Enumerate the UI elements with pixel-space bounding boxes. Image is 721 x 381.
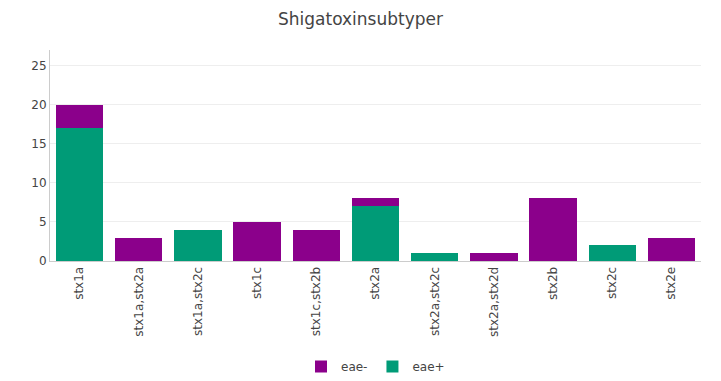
svg-text:0: 0 (39, 254, 47, 268)
svg-text:Shigatoxinsubtyper: Shigatoxinsubtyper (278, 9, 443, 29)
svg-text:stx2a: stx2a (368, 267, 382, 300)
svg-text:stx1a,stx2c: stx1a,stx2c (191, 267, 205, 336)
svg-text:stx1a,stx2a: stx1a,stx2a (132, 267, 146, 337)
svg-text:stx2e: stx2e (664, 267, 678, 300)
svg-text:stx2c: stx2c (605, 267, 619, 299)
svg-text:stx1c,stx2b: stx1c,stx2b (309, 267, 323, 336)
svg-text:5: 5 (39, 215, 47, 229)
svg-text:stx1c: stx1c (250, 267, 264, 299)
svg-text:15: 15 (31, 137, 46, 151)
svg-text:eae-: eae- (341, 360, 367, 374)
svg-text:stx2a,stx2c: stx2a,stx2c (428, 267, 442, 336)
svg-text:10: 10 (31, 176, 46, 190)
svg-text:stx2b: stx2b (546, 267, 560, 300)
svg-text:25: 25 (31, 59, 46, 73)
svg-text:stx1a: stx1a (72, 267, 86, 300)
svg-text:stx2a,stx2d: stx2a,stx2d (487, 267, 501, 337)
svg-text:20: 20 (31, 98, 46, 112)
svg-text:eae+: eae+ (412, 360, 444, 374)
